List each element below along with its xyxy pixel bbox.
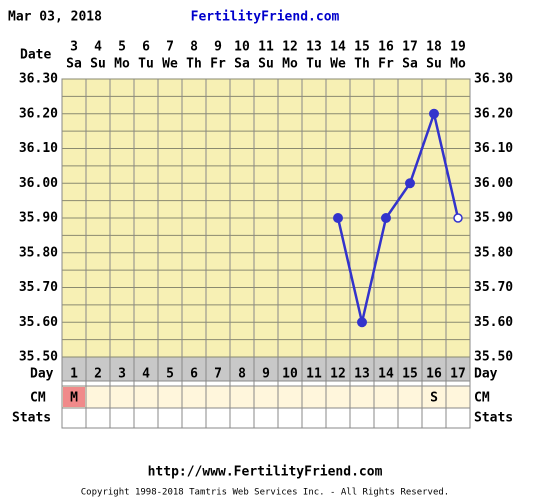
temp-point [453,213,463,223]
cycle-day: 1 [70,367,78,382]
temp-point [381,213,391,223]
weekday-label: Mo [282,57,298,72]
y-tick-label-right: 35.70 [474,280,513,295]
site-title: FertilityFriend.com [191,10,340,25]
copyright: Copyright 1998-2018 Tamtris Web Services… [81,488,449,498]
temp-point [429,108,439,119]
temp-point [405,178,415,189]
y-tick-label: 35.50 [19,350,58,365]
y-tick-label: 35.60 [19,315,58,330]
cycle-day: 12 [330,367,346,382]
y-tick-label: 36.30 [19,72,58,87]
cycle-day: 2 [94,367,102,382]
y-tick-label-right: 36.30 [474,72,513,87]
date-label: 8 [190,40,198,55]
date-label: 17 [402,40,418,55]
stats-row [61,407,471,429]
y-tick-label: 35.70 [19,280,58,295]
date-label: 6 [142,40,150,55]
y-tick-label: 36.20 [19,106,58,121]
date-label: 7 [166,40,174,55]
weekday-label: Th [354,57,370,72]
y-tick-label: 36.10 [19,141,58,156]
date-label: 19 [450,40,466,55]
cycle-day: 16 [426,367,442,382]
y-tick-label-right: 35.80 [474,245,513,260]
cycle-day: 13 [354,367,370,382]
date-label: 18 [426,40,442,55]
cm-highlight [63,387,85,407]
weekday-label: We [162,57,178,72]
weekday-label: Fr [378,57,394,72]
weekday-label: Su [426,57,442,72]
weekday-label: Tu [306,57,322,72]
date-label: 12 [282,40,298,55]
cycle-day: 8 [238,367,246,382]
y-tick-label-right: 36.10 [474,141,513,156]
weekday-label: Mo [114,57,130,72]
date-label: 9 [214,40,222,55]
cm-value: M [70,391,78,406]
stats-row-label-right: Stats [474,411,513,426]
stats-row-label: Stats [12,411,51,426]
cycle-day: 6 [190,367,198,382]
cycle-day: 9 [262,367,270,382]
temp-point [357,317,367,328]
y-tick-label: 36.00 [19,176,58,191]
day-row-label-right: Day [474,367,498,382]
date-label: 10 [234,40,250,55]
temp-line [336,109,460,323]
weekday-label: Sa [402,57,418,72]
weekday-label: Tu [138,57,154,72]
weekday-label: Th [186,57,202,72]
cycle-day: 17 [450,367,466,382]
day-row [61,356,471,382]
cycle-day: 4 [142,367,150,382]
date-label: 14 [330,40,346,55]
date-label: 11 [258,40,274,55]
date-label: 13 [306,40,322,55]
weekday-label: Sa [66,57,82,72]
y-tick-label-right: 36.20 [474,106,513,121]
cycle-day: 15 [402,367,418,382]
y-tick-label-right: 35.50 [474,350,513,365]
y-tick-label: 35.90 [19,211,58,226]
cycle-day: 3 [118,367,126,382]
weekday-label: Su [258,57,274,72]
weekday-label: Sa [234,57,250,72]
date-label: 15 [354,40,370,55]
date-label: Mar 03, 2018 [8,10,102,25]
weekday-label: Mo [450,57,466,72]
date-row-label: Date [20,48,51,63]
cycle-day: 14 [378,367,394,382]
day-row-label: Day [30,367,54,382]
y-tick-label-right: 36.00 [474,176,513,191]
date-label: 16 [378,40,394,55]
cm-row-label-right: CM [474,391,490,406]
url: http://www.FertilityFriend.com [148,465,383,480]
cm-row [61,385,471,409]
temp-point [333,213,343,223]
cycle-day: 10 [282,367,298,382]
weekday-label: We [330,57,346,72]
y-tick-label-right: 35.90 [474,211,513,226]
weekday-label: Fr [210,57,226,72]
date-label: 3 [70,40,78,55]
date-label: 4 [94,40,102,55]
date-label: 5 [118,40,126,55]
cycle-day: 7 [214,367,222,382]
weekday-label: Su [90,57,106,72]
cycle-day: 5 [166,367,174,382]
cycle-day: 11 [306,367,322,382]
y-tick-label-right: 35.60 [474,315,513,330]
cm-row-label: CM [30,391,46,406]
y-tick-label: 35.80 [19,245,58,260]
cm-value: S [430,391,438,406]
